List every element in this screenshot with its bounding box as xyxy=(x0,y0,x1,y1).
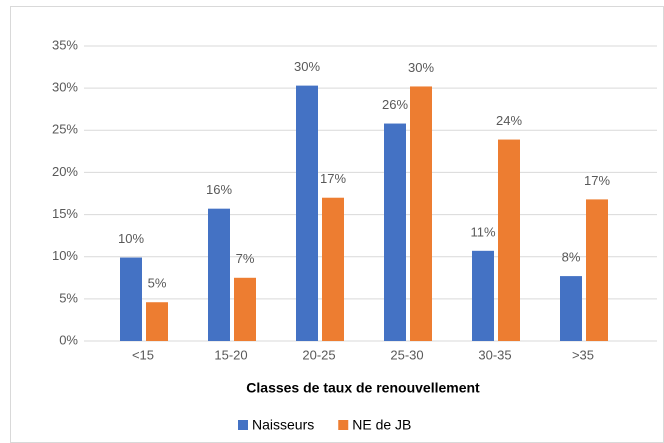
x-axis-title: Classes de taux de renouvellement xyxy=(246,380,480,396)
x-tick-label: >35 xyxy=(572,347,594,362)
y-tick-label: 0% xyxy=(59,332,78,347)
y-tick-label: 20% xyxy=(52,164,78,179)
bar xyxy=(146,302,168,341)
value-label: 7% xyxy=(236,251,255,266)
bar xyxy=(498,139,520,341)
legend-label: Naisseurs xyxy=(252,417,314,433)
y-tick-label: 30% xyxy=(52,80,78,95)
legend-label: NE de JB xyxy=(352,417,411,433)
bar xyxy=(296,85,318,341)
value-label: 24% xyxy=(496,113,522,128)
value-label: 16% xyxy=(206,182,232,197)
y-tick-label: 25% xyxy=(52,122,78,137)
value-label: 8% xyxy=(562,250,581,265)
bar xyxy=(560,276,582,341)
y-tick-label: 5% xyxy=(59,290,78,305)
y-tick-label: 35% xyxy=(52,37,78,52)
bar xyxy=(384,123,406,342)
bar xyxy=(322,197,344,341)
legend-swatch xyxy=(238,420,248,430)
x-tick-label: 25-30 xyxy=(390,347,423,362)
x-tick-label: 30-35 xyxy=(478,347,511,362)
bar xyxy=(586,199,608,341)
value-label: 17% xyxy=(320,171,346,186)
bar xyxy=(410,86,432,341)
value-label: 26% xyxy=(382,97,408,112)
bar xyxy=(120,257,142,341)
bar xyxy=(234,277,256,341)
legend-swatch xyxy=(338,420,349,430)
y-tick-label: 10% xyxy=(52,248,78,263)
x-tick-label: 15-20 xyxy=(214,347,247,362)
value-label: 10% xyxy=(118,231,144,246)
bar xyxy=(208,208,230,341)
value-label: 5% xyxy=(148,276,167,291)
x-tick-label: 20-25 xyxy=(302,347,335,362)
bar xyxy=(472,250,494,341)
value-label: 30% xyxy=(294,59,320,74)
value-label: 17% xyxy=(584,173,610,188)
x-tick-label: <15 xyxy=(132,347,154,362)
value-label: 11% xyxy=(470,224,495,239)
value-label: 30% xyxy=(408,60,434,75)
y-tick-label: 15% xyxy=(52,206,78,221)
